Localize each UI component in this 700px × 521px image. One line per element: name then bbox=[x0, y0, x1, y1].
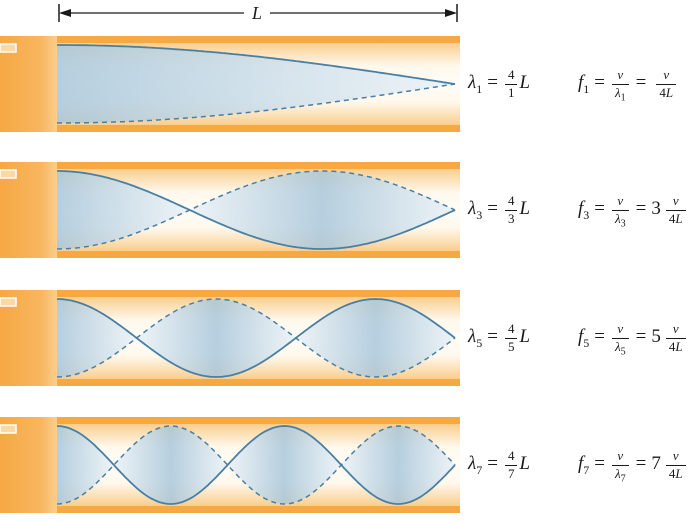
equations-row-5: λ5 = 4 5 L f5 = v λ5 = 5 v 4L bbox=[468, 321, 688, 357]
frequency-equation-3: f3 = v λ3 = 3 v 4L bbox=[578, 193, 688, 229]
frequency-symbol: f bbox=[578, 72, 584, 94]
lambda-symbol: λ bbox=[468, 72, 477, 94]
fraction: v λ1 bbox=[612, 67, 629, 103]
harmonic-row-5: λ5 = 4 5 L f5 = v λ5 = 5 v 4L bbox=[0, 290, 700, 386]
tube-top-wall bbox=[0, 417, 460, 424]
lambda-symbol: λ bbox=[468, 198, 477, 220]
fraction: v 4L bbox=[665, 448, 686, 482]
left-arrowhead-icon bbox=[59, 9, 71, 17]
harmonic-row-1: λ1 = 4 1 L f1 = v λ1 = v 4L bbox=[0, 36, 700, 132]
tube-bottom-wall bbox=[0, 251, 460, 258]
wavelength-equation-3: λ3 = 4 3 L bbox=[468, 193, 531, 227]
wavelength-equation-1: λ1 = 4 1 L bbox=[468, 67, 531, 101]
standing-wave bbox=[57, 170, 456, 250]
length-dimension-arrow: L bbox=[58, 3, 458, 23]
speaker-notch bbox=[0, 43, 17, 53]
tube-top-wall bbox=[0, 290, 460, 297]
equations-row-3: λ3 = 4 3 L f3 = v λ3 = 3 v 4L bbox=[468, 193, 688, 229]
length-label: L bbox=[251, 3, 262, 23]
fraction: v λ3 bbox=[612, 193, 629, 229]
tube-bottom-wall bbox=[0, 379, 460, 386]
speaker-notch bbox=[0, 169, 17, 179]
fraction: v 4L bbox=[656, 67, 677, 101]
tube-top-wall bbox=[0, 36, 460, 43]
fraction: v λ5 bbox=[612, 321, 629, 357]
tube-bottom-wall bbox=[0, 506, 460, 513]
speaker-notch bbox=[0, 424, 17, 434]
equations-row-1: λ1 = 4 1 L f1 = v λ1 = v 4L bbox=[468, 67, 678, 103]
right-arrowhead-icon bbox=[445, 9, 457, 17]
standing-wave bbox=[57, 44, 456, 124]
tube-diagram-7 bbox=[0, 417, 460, 513]
speaker-notch bbox=[0, 297, 17, 307]
wavelength-equation-7: λ7 = 4 7 L bbox=[468, 448, 531, 482]
frequency-symbol: f bbox=[578, 198, 584, 220]
frequency-equation-1: f1 = v λ1 = v 4L bbox=[578, 67, 678, 103]
tube-diagram-1 bbox=[0, 36, 460, 132]
fraction: v 4L bbox=[665, 193, 686, 227]
harmonic-row-3: λ3 = 4 3 L f3 = v λ3 = 3 v 4L bbox=[0, 162, 700, 258]
frequency-equation-5: f5 = v λ5 = 5 v 4L bbox=[578, 321, 688, 357]
standing-wave bbox=[56, 298, 456, 378]
frequency-symbol: f bbox=[578, 453, 584, 475]
tube-top-wall bbox=[0, 162, 460, 169]
frequency-equation-7: f7 = v λ7 = 7 v 4L bbox=[578, 448, 688, 484]
tube-diagram-3 bbox=[0, 162, 460, 258]
harmonic-row-7: λ7 = 4 7 L f7 = v λ7 = 7 v 4L bbox=[0, 417, 700, 513]
lambda-symbol: λ bbox=[468, 326, 477, 348]
fraction: v 4L bbox=[665, 321, 686, 355]
standing-wave bbox=[56, 425, 456, 505]
frequency-symbol: f bbox=[578, 326, 584, 348]
tube-diagram-5 bbox=[0, 290, 460, 386]
equations-row-7: λ7 = 4 7 L f7 = v λ7 = 7 v 4L bbox=[468, 448, 688, 484]
lambda-symbol: λ bbox=[468, 453, 477, 475]
tube-bottom-wall bbox=[0, 125, 460, 132]
fraction: v λ7 bbox=[612, 448, 629, 484]
wavelength-equation-5: λ5 = 4 5 L bbox=[468, 321, 531, 355]
